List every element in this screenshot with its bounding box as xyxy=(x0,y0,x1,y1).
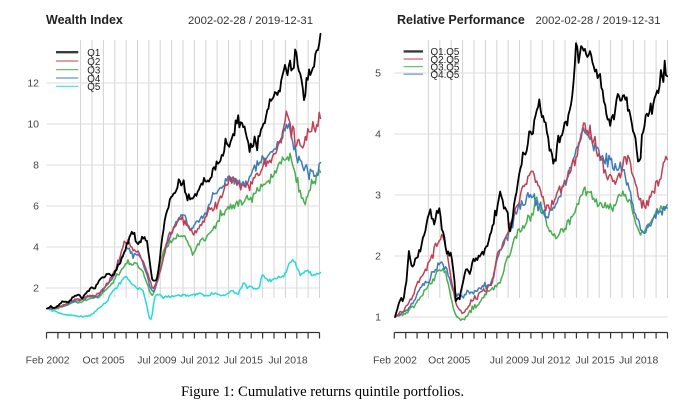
svg-text:12: 12 xyxy=(27,78,39,90)
svg-text:Oct 2005: Oct 2005 xyxy=(83,356,125,367)
svg-text:Q2.Q5: Q2.Q5 xyxy=(431,55,460,66)
svg-text:1: 1 xyxy=(375,312,381,324)
svg-text:Jul 2009: Jul 2009 xyxy=(490,356,530,367)
svg-text:Feb 2002: Feb 2002 xyxy=(373,356,417,367)
svg-text:Q1: Q1 xyxy=(87,48,100,59)
svg-text:Jul 2015: Jul 2015 xyxy=(224,356,264,367)
svg-text:8: 8 xyxy=(33,160,39,172)
svg-text:Jul 2012: Jul 2012 xyxy=(180,356,220,367)
svg-text:2002-02-28 / 2019-12-31: 2002-02-28 / 2019-12-31 xyxy=(536,15,661,27)
svg-text:Q3: Q3 xyxy=(87,65,101,76)
svg-text:10: 10 xyxy=(27,119,39,131)
svg-text:Jul 2018: Jul 2018 xyxy=(268,356,308,367)
svg-text:4: 4 xyxy=(33,242,39,254)
svg-text:Q5: Q5 xyxy=(87,82,101,93)
svg-text:Feb 2002: Feb 2002 xyxy=(26,356,70,367)
svg-text:4: 4 xyxy=(375,129,381,141)
svg-text:Figure 1: Cumulative returns q: Figure 1: Cumulative returns quintile po… xyxy=(181,384,464,400)
svg-text:Q3.Q5: Q3.Q5 xyxy=(431,62,460,73)
svg-text:2: 2 xyxy=(375,251,381,263)
svg-text:Q4: Q4 xyxy=(87,74,101,85)
svg-text:2: 2 xyxy=(33,283,39,295)
svg-text:Q1.Q5: Q1.Q5 xyxy=(431,47,460,58)
svg-text:Jul 2018: Jul 2018 xyxy=(619,356,659,367)
svg-text:5: 5 xyxy=(375,68,381,80)
svg-text:Wealth Index: Wealth Index xyxy=(46,13,123,27)
svg-text:Jul 2012: Jul 2012 xyxy=(531,356,571,367)
svg-text:Q2: Q2 xyxy=(87,57,100,68)
svg-text:Q4.Q5: Q4.Q5 xyxy=(431,70,460,81)
svg-text:Relative Performance: Relative Performance xyxy=(397,13,525,27)
svg-text:Oct 2005: Oct 2005 xyxy=(428,356,470,367)
svg-text:3: 3 xyxy=(375,190,381,202)
svg-text:6: 6 xyxy=(33,201,39,213)
svg-text:Jul 2015: Jul 2015 xyxy=(576,356,616,367)
svg-text:2002-02-28 / 2019-12-31: 2002-02-28 / 2019-12-31 xyxy=(188,15,313,27)
svg-text:Jul 2009: Jul 2009 xyxy=(137,356,177,367)
